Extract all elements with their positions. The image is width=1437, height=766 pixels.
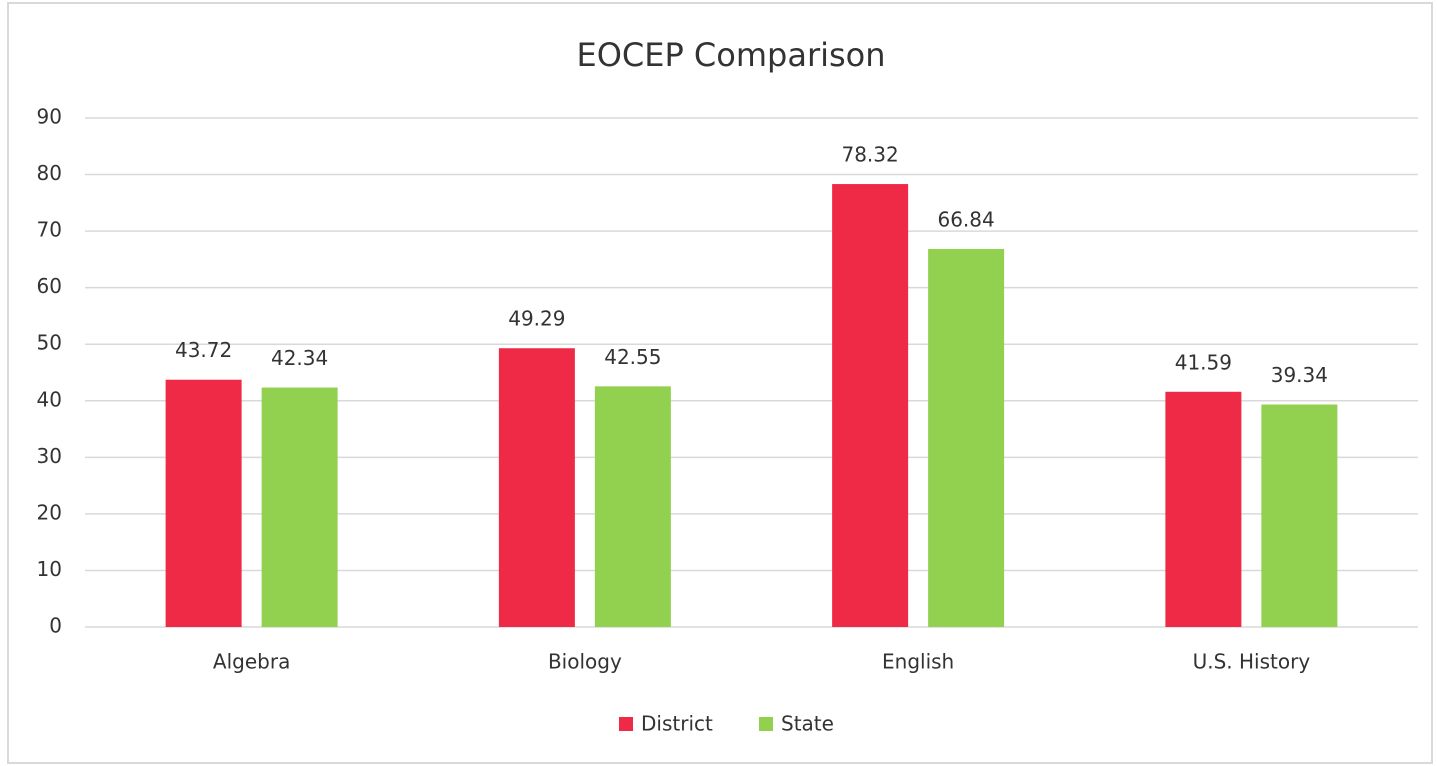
legend-label: State bbox=[781, 712, 834, 736]
bar bbox=[832, 184, 909, 627]
bar bbox=[1165, 391, 1242, 627]
y-tick-label: 70 bbox=[37, 218, 62, 242]
y-tick-label: 80 bbox=[37, 161, 62, 185]
chart-title: EOCEP Comparison bbox=[576, 36, 885, 74]
data-label: 42.34 bbox=[271, 346, 328, 370]
x-tick-label: Algebra bbox=[213, 650, 290, 674]
bar bbox=[594, 386, 671, 627]
data-label: 78.32 bbox=[841, 143, 898, 167]
bar bbox=[1261, 404, 1338, 627]
bar bbox=[261, 387, 338, 627]
data-label: 43.72 bbox=[175, 338, 232, 362]
y-tick-label: 20 bbox=[37, 500, 62, 524]
data-label: 39.34 bbox=[1271, 363, 1328, 387]
x-tick-label: U.S. History bbox=[1193, 650, 1311, 674]
x-tick-label: Biology bbox=[548, 650, 622, 674]
bar bbox=[165, 379, 242, 627]
y-tick-label: 30 bbox=[37, 444, 62, 468]
bar bbox=[498, 348, 575, 627]
data-label: 42.55 bbox=[604, 345, 661, 369]
y-tick-label: 60 bbox=[37, 274, 62, 298]
y-tick-label: 90 bbox=[37, 105, 62, 129]
y-tick-label: 0 bbox=[49, 614, 62, 638]
x-tick-label: English bbox=[882, 650, 954, 674]
data-label: 66.84 bbox=[937, 207, 994, 231]
y-tick-label: 40 bbox=[37, 387, 62, 411]
legend-swatch bbox=[759, 717, 773, 731]
y-tick-label: 50 bbox=[37, 331, 62, 355]
y-tick-label: 10 bbox=[37, 557, 62, 581]
legend-label: District bbox=[641, 712, 713, 736]
legend-swatch bbox=[619, 717, 633, 731]
chart-border bbox=[7, 2, 1433, 764]
data-label: 49.29 bbox=[508, 307, 565, 331]
data-label: 41.59 bbox=[1175, 350, 1232, 374]
bar bbox=[928, 248, 1005, 627]
